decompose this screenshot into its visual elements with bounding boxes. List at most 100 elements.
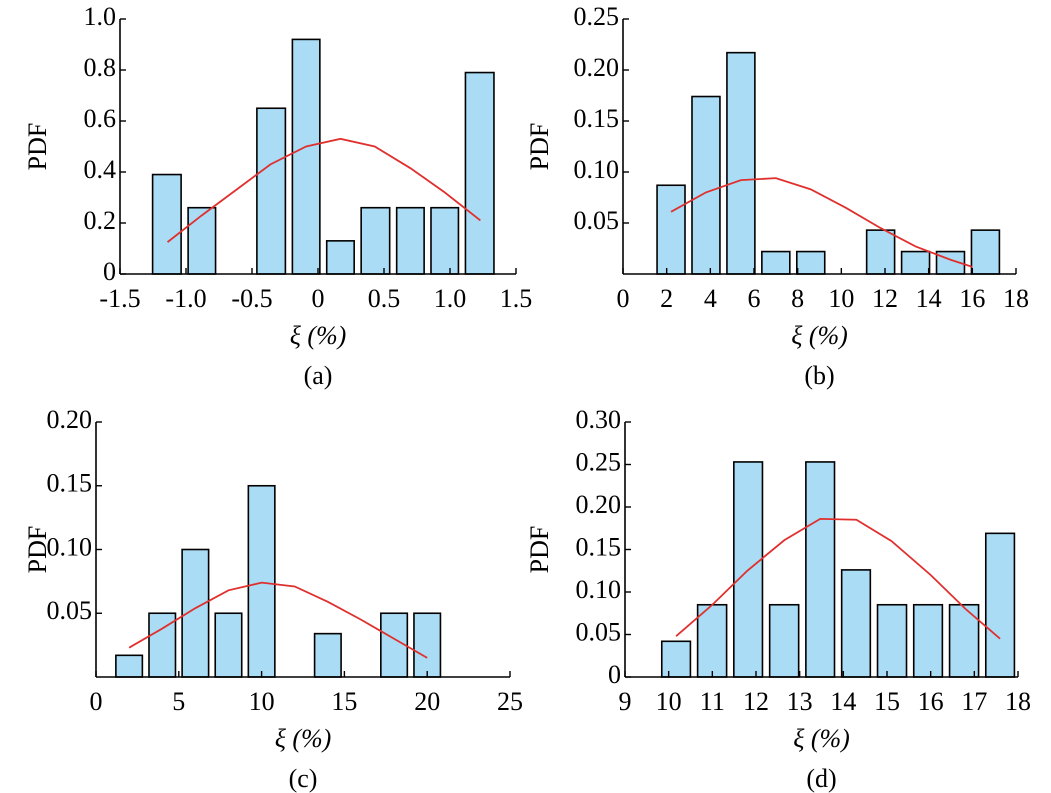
x-tick-label: 14 (916, 284, 942, 313)
bar (696, 603, 728, 678)
x-tick-label: 0 (90, 687, 103, 716)
x-tick-label: 18 (1005, 687, 1031, 716)
x-tick-label: 12 (872, 284, 898, 313)
bar (115, 654, 144, 678)
x-tick-label: -1.0 (165, 284, 206, 313)
x-tick-label: 15 (874, 687, 900, 716)
y-tick-label: 0.20 (576, 490, 622, 519)
bar (768, 603, 800, 678)
bar (876, 603, 908, 678)
fit-curve (166, 137, 481, 243)
x-tick-label: 0 (312, 284, 325, 313)
y-tick-label: 0.20 (574, 53, 620, 82)
bar (912, 603, 944, 678)
x-tick-label: 25 (497, 687, 523, 716)
x-tick-label: 15 (331, 687, 357, 716)
bar (691, 95, 721, 275)
x-tick-label: 14 (830, 687, 856, 716)
x-tick-label: 6 (748, 284, 761, 313)
bar (660, 640, 692, 678)
bar (256, 107, 287, 275)
y-tick-label: 0.10 (47, 532, 93, 561)
fit-curve (670, 177, 973, 268)
x-tick-label: 10 (249, 687, 275, 716)
x-axis-label: ξ (%) (290, 321, 347, 350)
y-tick-label: 0.05 (576, 617, 622, 646)
bar (247, 484, 276, 678)
y-tick-label: 0 (608, 660, 621, 689)
y-tick-label: 0.2 (84, 206, 117, 235)
x-tick-label: 5 (172, 687, 185, 716)
x-tick-label: 11 (700, 687, 725, 716)
y-tick-label: 0.05 (574, 206, 620, 235)
fit-curve (128, 581, 428, 659)
bar (984, 532, 1016, 678)
bar (380, 612, 409, 678)
bar (805, 461, 836, 678)
bar (464, 71, 495, 275)
bar (970, 229, 1001, 275)
y-axis-label: PDF (525, 526, 554, 574)
y-tick-label: 0.20 (47, 405, 93, 434)
y-tick-label: 0.30 (576, 405, 622, 434)
caption: (c) (289, 764, 318, 793)
bar (726, 51, 756, 275)
y-tick-label: 1.0 (84, 2, 117, 31)
y-tick-label: 0.8 (84, 53, 117, 82)
bar (840, 569, 872, 678)
bar (291, 38, 321, 275)
x-tick-label: 4 (704, 284, 717, 313)
y-tick-label: 0.25 (576, 447, 622, 476)
x-tick-label: 12 (743, 687, 769, 716)
x-tick-label: -1.5 (99, 284, 140, 313)
y-tick-label: 0.25 (574, 2, 620, 31)
y-tick-label: 0.15 (574, 104, 620, 133)
x-tick-label: 0 (617, 284, 630, 313)
bar (430, 206, 460, 275)
x-tick-label: 2 (660, 284, 673, 313)
bar (214, 612, 243, 678)
bar (395, 206, 425, 275)
bar (900, 250, 931, 275)
x-tick-label: 1.0 (434, 284, 467, 313)
x-tick-label: 1.5 (500, 284, 533, 313)
x-tick-label: 0.5 (368, 284, 401, 313)
y-axis-label: PDF (525, 123, 554, 171)
x-tick-label: 16 (959, 284, 985, 313)
bar (151, 173, 182, 275)
bar (360, 206, 391, 275)
y-axis-label: PDF (23, 526, 52, 574)
bar (325, 240, 355, 275)
y-tick-label: 0.10 (576, 575, 622, 604)
fit-curve (675, 517, 1001, 640)
y-tick-label: 0.05 (47, 596, 93, 625)
y-axis-label: PDF (23, 123, 52, 171)
bar (187, 206, 217, 275)
caption: (a) (304, 361, 333, 390)
x-tick-label: 8 (791, 284, 804, 313)
bar (413, 612, 442, 678)
x-tick-label: 20 (414, 687, 440, 716)
bar (761, 250, 791, 275)
x-axis-label: ξ (%) (791, 321, 848, 350)
y-tick-label: 0.15 (47, 469, 93, 498)
bar (795, 250, 826, 275)
y-tick-label: 0.4 (84, 155, 117, 184)
x-tick-label: 17 (961, 687, 987, 716)
y-tick-label: 0 (103, 257, 116, 286)
x-tick-label: 18 (1003, 284, 1029, 313)
x-tick-label: 16 (918, 687, 944, 716)
x-tick-label: 10 (656, 687, 682, 716)
caption: (d) (806, 764, 836, 793)
x-tick-label: 9 (619, 687, 632, 716)
bar (313, 632, 342, 678)
x-tick-label: -0.5 (231, 284, 272, 313)
x-axis-label: ξ (%) (275, 724, 332, 753)
y-tick-label: 0.6 (84, 104, 117, 133)
x-tick-label: 10 (828, 284, 854, 313)
y-tick-label: 0.15 (576, 532, 622, 561)
bar (656, 184, 686, 275)
y-tick-label: 0.10 (574, 155, 620, 184)
x-tick-label: 13 (787, 687, 813, 716)
